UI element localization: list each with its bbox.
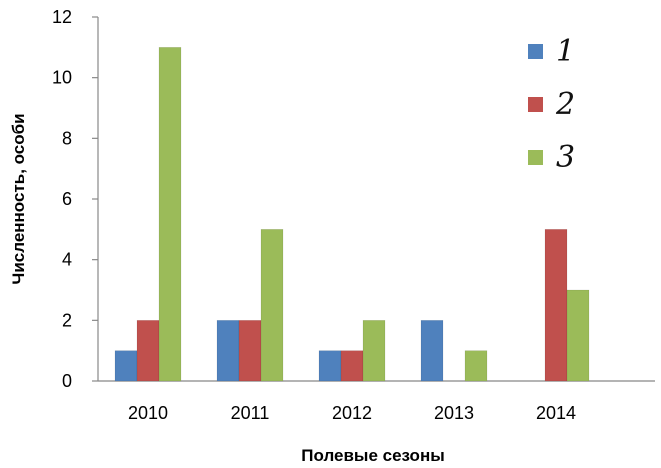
y-tick-label: 2: [62, 310, 72, 330]
y-axis-title: Численность, особи: [9, 113, 28, 284]
legend-label-series-2: 2: [555, 87, 575, 122]
bar-2013-series-1: [420, 320, 444, 382]
bar-2012-series-1: [318, 350, 342, 382]
bar-2012-series-2: [340, 350, 364, 382]
legend-label-series-1: 1: [556, 34, 575, 69]
bars: [114, 47, 590, 382]
legend-label-series-3: 3: [556, 140, 575, 175]
y-tick-label: 12: [52, 7, 72, 27]
x-tick-labels: 2010 2011 2012 2013 2014: [128, 403, 576, 423]
legend-swatch-series-1: [528, 44, 543, 59]
bar-2011-series-2: [238, 320, 262, 382]
x-tick-label: 2013: [434, 403, 474, 423]
legend-swatch-series-3: [528, 150, 543, 165]
bar-2011-series-3: [260, 229, 284, 382]
bar-2010-series-2: [136, 320, 160, 382]
bar-2014-series-2: [544, 229, 568, 382]
bar-2014-series-3: [566, 289, 590, 382]
y-tick-label: 0: [62, 371, 72, 391]
bar-2011-series-1: [216, 320, 240, 382]
y-tick-label: 10: [52, 68, 72, 88]
x-tick-label: 2011: [231, 403, 270, 423]
bar-2013-series-3: [464, 350, 488, 382]
y-tick-label: 8: [62, 128, 72, 148]
bar-2010-series-1: [114, 350, 138, 382]
x-axis-title: Полевые сезоны: [301, 446, 444, 465]
bar-2012-series-3: [362, 320, 386, 382]
x-tick-label: 2012: [332, 403, 372, 423]
x-tick-label: 2010: [128, 403, 168, 423]
bar-2010-series-3: [158, 47, 182, 382]
legend-swatch-series-2: [528, 97, 543, 112]
x-tick-label: 2014: [536, 403, 576, 423]
y-tick-labels: 0 2 4 6 8 10 12: [52, 7, 98, 391]
legend: 1 2 3: [528, 34, 575, 175]
y-tick-label: 4: [62, 250, 72, 270]
y-tick-label: 6: [62, 189, 72, 209]
